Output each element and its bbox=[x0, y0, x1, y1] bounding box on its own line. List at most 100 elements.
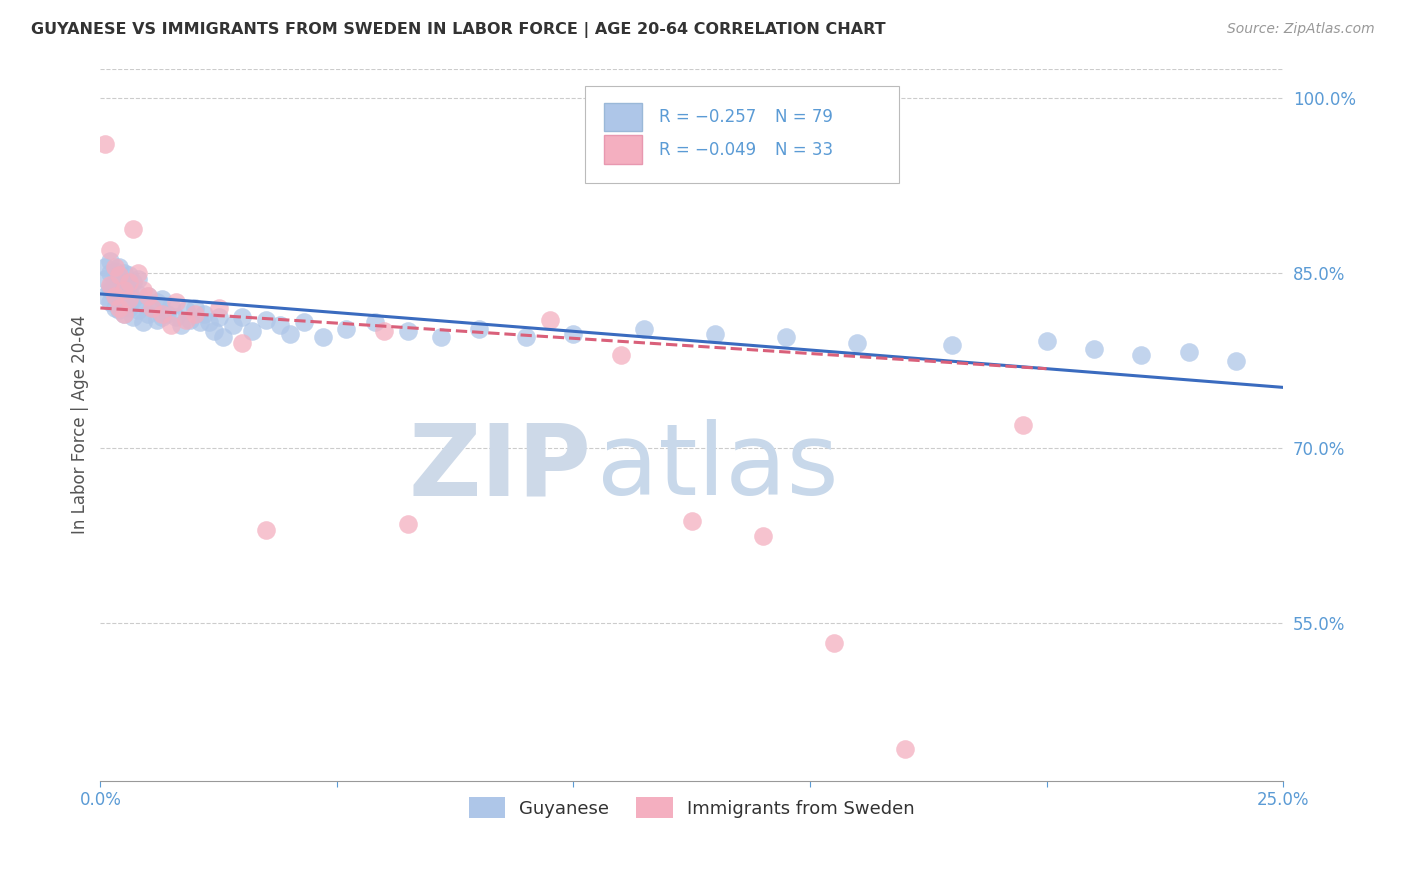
Point bbox=[562, 326, 585, 341]
Point bbox=[254, 523, 277, 537]
Point bbox=[94, 289, 117, 303]
Y-axis label: In Labor Force | Age 20-64: In Labor Force | Age 20-64 bbox=[72, 315, 89, 534]
Text: GUYANESE VS IMMIGRANTS FROM SWEDEN IN LABOR FORCE | AGE 20-64 CORRELATION CHART: GUYANESE VS IMMIGRANTS FROM SWEDEN IN LA… bbox=[31, 22, 886, 38]
Point bbox=[98, 254, 121, 268]
Point bbox=[108, 272, 131, 286]
Point bbox=[1130, 348, 1153, 362]
Point bbox=[108, 260, 131, 274]
Point bbox=[98, 280, 121, 294]
Point bbox=[118, 275, 141, 289]
Point bbox=[136, 289, 159, 303]
FancyBboxPatch shape bbox=[605, 136, 643, 164]
Point bbox=[122, 292, 145, 306]
Text: N = 33: N = 33 bbox=[775, 141, 832, 159]
Point bbox=[292, 315, 315, 329]
Point bbox=[150, 310, 173, 325]
Point bbox=[893, 742, 915, 756]
Point bbox=[1012, 417, 1035, 432]
Point bbox=[98, 284, 121, 298]
Legend: Guyanese, Immigrants from Sweden: Guyanese, Immigrants from Sweden bbox=[461, 790, 922, 825]
Text: ZIP: ZIP bbox=[408, 419, 591, 516]
Point bbox=[146, 295, 169, 310]
Point bbox=[127, 272, 149, 286]
Point bbox=[202, 324, 225, 338]
Point bbox=[231, 310, 253, 325]
Point bbox=[108, 303, 131, 318]
Point bbox=[150, 307, 173, 321]
Point bbox=[184, 301, 207, 315]
Point bbox=[165, 310, 187, 325]
Point bbox=[118, 301, 141, 315]
Point bbox=[108, 301, 131, 315]
Point bbox=[94, 260, 117, 274]
Text: R = −0.049: R = −0.049 bbox=[658, 141, 756, 159]
Point bbox=[122, 221, 145, 235]
Point bbox=[112, 285, 135, 300]
Text: atlas: atlas bbox=[598, 419, 839, 516]
Point bbox=[118, 292, 141, 306]
Point bbox=[160, 299, 183, 313]
Point bbox=[112, 277, 135, 292]
Point bbox=[1177, 345, 1199, 359]
Point bbox=[118, 268, 141, 283]
Point bbox=[98, 243, 121, 257]
Point bbox=[184, 307, 207, 321]
Point bbox=[122, 275, 145, 289]
Point bbox=[112, 284, 135, 298]
Point bbox=[222, 318, 245, 333]
Point bbox=[515, 330, 537, 344]
Point bbox=[122, 310, 145, 325]
Point bbox=[103, 263, 125, 277]
Point bbox=[141, 301, 163, 315]
Point bbox=[108, 268, 131, 283]
Point bbox=[681, 514, 703, 528]
Point bbox=[103, 301, 125, 315]
Point bbox=[212, 330, 235, 344]
Point bbox=[112, 266, 135, 280]
Point bbox=[98, 277, 121, 292]
Point bbox=[170, 318, 193, 333]
Text: N = 79: N = 79 bbox=[775, 108, 832, 126]
Point bbox=[127, 266, 149, 280]
Point bbox=[198, 315, 221, 329]
Point bbox=[94, 272, 117, 286]
Point bbox=[132, 295, 155, 310]
Point bbox=[373, 324, 395, 338]
Point bbox=[396, 324, 419, 338]
Point bbox=[207, 301, 229, 315]
Point bbox=[108, 299, 131, 313]
Point bbox=[1225, 353, 1247, 368]
Point bbox=[98, 266, 121, 280]
Point bbox=[231, 336, 253, 351]
Point bbox=[165, 295, 187, 310]
Point bbox=[269, 318, 291, 333]
Point bbox=[468, 322, 491, 336]
Point bbox=[98, 295, 121, 310]
Point bbox=[179, 312, 201, 326]
Point bbox=[112, 307, 135, 321]
Point bbox=[174, 312, 197, 326]
Point bbox=[1083, 342, 1105, 356]
Point bbox=[1035, 334, 1057, 348]
Point bbox=[207, 310, 229, 325]
Point bbox=[610, 348, 633, 362]
Point bbox=[240, 324, 263, 338]
Point bbox=[335, 322, 357, 336]
Point bbox=[150, 292, 173, 306]
Point bbox=[132, 284, 155, 298]
Point bbox=[193, 307, 215, 321]
Point bbox=[132, 315, 155, 329]
Point bbox=[823, 636, 845, 650]
Point bbox=[136, 289, 159, 303]
Point bbox=[846, 336, 869, 351]
Point bbox=[775, 330, 797, 344]
Point bbox=[108, 287, 131, 301]
Text: Source: ZipAtlas.com: Source: ZipAtlas.com bbox=[1227, 22, 1375, 37]
Point bbox=[136, 307, 159, 321]
Point bbox=[112, 292, 135, 306]
Point bbox=[146, 312, 169, 326]
Point bbox=[941, 338, 963, 352]
FancyBboxPatch shape bbox=[605, 103, 643, 131]
Text: R = −0.257: R = −0.257 bbox=[658, 108, 756, 126]
Point bbox=[103, 289, 125, 303]
